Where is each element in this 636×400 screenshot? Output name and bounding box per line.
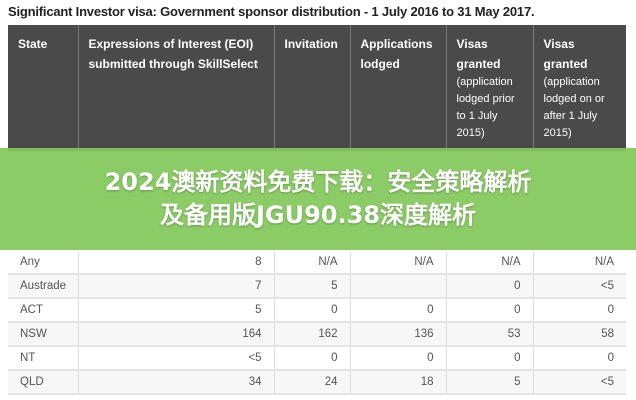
table-cell: 8 <box>77 251 274 275</box>
table-cell: 7 <box>77 274 274 299</box>
table-cell: 0 <box>445 274 533 299</box>
sponsor-distribution-table-header: State Expressions of Interest (EOI) subm… <box>8 25 626 151</box>
table-cell: <5 <box>77 346 274 371</box>
table-cell: N/A <box>445 251 533 275</box>
table-row: NT <5 0 0 0 0 <box>8 346 626 371</box>
table-cell: Austrade <box>8 274 78 299</box>
header-label: Invitation <box>284 37 338 51</box>
table-cell: NT <box>8 346 78 371</box>
header-state: State <box>8 25 78 151</box>
table-row: ACT 5 0 0 0 0 <box>8 298 626 323</box>
table-cell: 5 <box>77 298 274 323</box>
header-label: Expressions of Interest (EOI) submitted … <box>88 37 258 71</box>
table-cell: N/A <box>273 251 350 275</box>
table-cell: <5 <box>532 274 626 299</box>
header-applications: Applications lodged <box>349 25 446 151</box>
table-cell: 0 <box>273 346 350 371</box>
table-cell: N/A <box>349 251 446 275</box>
table-cell: 34 <box>77 370 274 395</box>
table-cell: 0 <box>445 298 533 323</box>
table-cell: 162 <box>273 322 350 347</box>
table-cell: 5 <box>445 370 533 395</box>
table-cell: 0 <box>349 346 446 371</box>
table-cell: 18 <box>349 370 446 395</box>
header-eoi: Expressions of Interest (EOI) submitted … <box>77 25 274 151</box>
table-cell: 0 <box>532 346 626 371</box>
table-cell: 0 <box>273 298 350 323</box>
table-cell: 136 <box>349 322 446 347</box>
table-cell: 53 <box>445 322 533 347</box>
table-cell: 58 <box>532 322 626 347</box>
table-cell: 5 <box>273 274 350 299</box>
header-label: Applications lodged <box>360 37 433 71</box>
header-row: State Expressions of Interest (EOI) subm… <box>8 25 626 151</box>
table-cell: 0 <box>532 298 626 323</box>
table-cell: 164 <box>77 322 274 347</box>
table-cell: 24 <box>273 370 350 395</box>
table-row: QLD 34 24 18 5 <5 <box>8 370 626 395</box>
sponsor-distribution-table: Any 8 N/A N/A N/A N/A Austrade 7 5 0 <5 ACT 5 0 0 0 0 NSW… <box>8 251 626 395</box>
header-visas-after: Visas granted (application lodged on or a… <box>532 25 626 151</box>
table-cell: 0 <box>349 298 446 323</box>
table-cell: 0 <box>445 346 533 371</box>
banner-line-1: 2024澳新资料免费下载：安全策略解析 <box>104 168 532 196</box>
table-cell: NSW <box>8 322 78 347</box>
banner-line-2: 及备用版JGU90.38深度解析 <box>159 201 477 229</box>
table-cell: ACT <box>8 298 78 323</box>
table-row: Austrade 7 5 0 <5 <box>8 274 626 299</box>
table-cell: N/A <box>532 251 626 275</box>
table-cell: <5 <box>532 370 626 395</box>
header-label: State <box>18 37 48 51</box>
table-row: Any 8 N/A N/A N/A N/A <box>8 251 626 275</box>
header-sublabel: (application lodged prior to 1 July 2015… <box>456 76 515 139</box>
header-visas-prior: Visas granted (application lodged prior t… <box>445 25 533 151</box>
table-cell <box>349 274 446 299</box>
table-cell: Any <box>8 251 78 275</box>
header-sublabel: (application lodged on or after 1 July 2… <box>543 76 605 139</box>
header-label: Visas granted <box>543 37 588 71</box>
table-row: NSW 164 162 136 53 58 <box>8 322 626 347</box>
title-banner: 2024澳新资料免费下载：安全策略解析 及备用版JGU90.38深度解析 <box>0 148 636 250</box>
table-cell: QLD <box>8 370 78 395</box>
table-caption: Significant Investor visa: Government sp… <box>8 4 535 19</box>
header-invitation: Invitation <box>273 25 350 151</box>
header-label: Visas granted <box>456 37 501 71</box>
